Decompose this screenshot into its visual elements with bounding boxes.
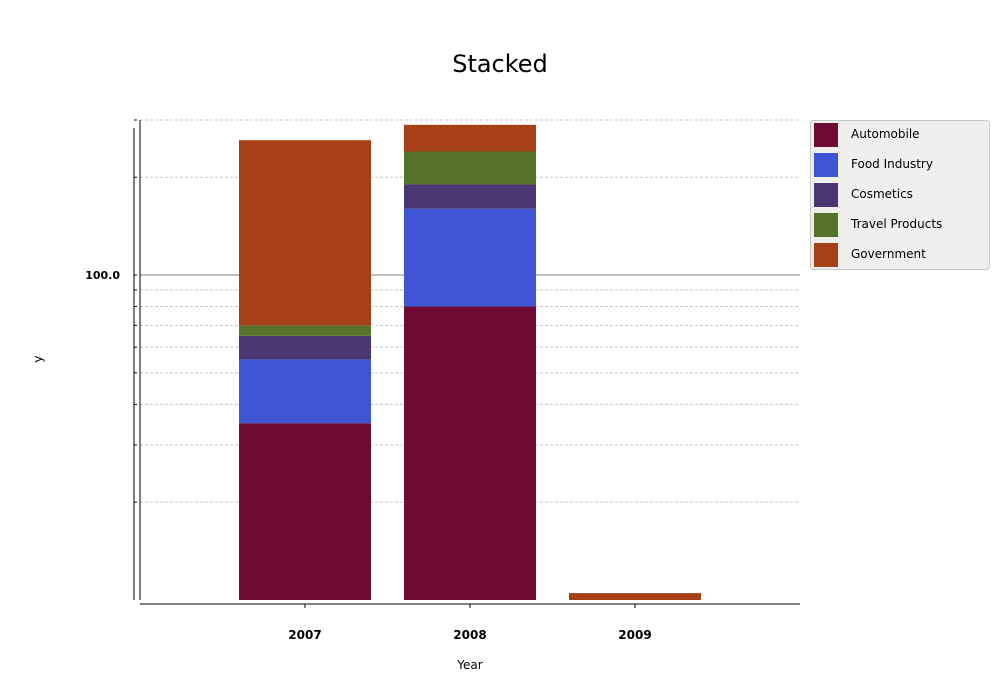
legend-swatch [814,153,838,177]
bar-segment-travel-products-2008 [404,151,536,185]
bar-segment-food-industry-2008 [404,208,536,307]
x-axis-title: Year [457,658,483,672]
bar-segment-automobile-2007 [239,423,371,600]
legend-swatch [814,243,838,267]
bar-segment-government-2008 [404,124,536,152]
bar-segment-food-industry-2007 [239,359,371,424]
bar-segment-government-2007 [239,140,371,326]
y-tick-label: 100.0 [85,269,120,282]
legend-label: Cosmetics [851,187,913,201]
chart-title: Stacked [452,50,548,78]
bar-segment-travel-products-2007 [239,325,371,336]
legend-label: Automobile [851,127,920,141]
bar-segment-cosmetics-2007 [239,335,371,360]
bar-segment-automobile-2008 [404,306,536,600]
legend-label: Travel Products [851,217,943,231]
y-axis-title: y [31,355,45,363]
legend-label: Food Industry [851,157,933,171]
bar-segment-cosmetics-2008 [404,184,536,209]
legend-swatch [814,123,838,147]
x-tick-label: 2008 [453,628,486,642]
x-tick-label: 2007 [288,628,321,642]
legend-label: Government [851,247,926,261]
chart-legend: Automobile Food Industry Cosmetics Travel P… [810,120,990,270]
x-tick-label: 2009 [618,628,651,642]
legend-swatch [814,213,838,237]
bar-segment-government-2009 [569,593,701,600]
legend-swatch [814,183,838,207]
